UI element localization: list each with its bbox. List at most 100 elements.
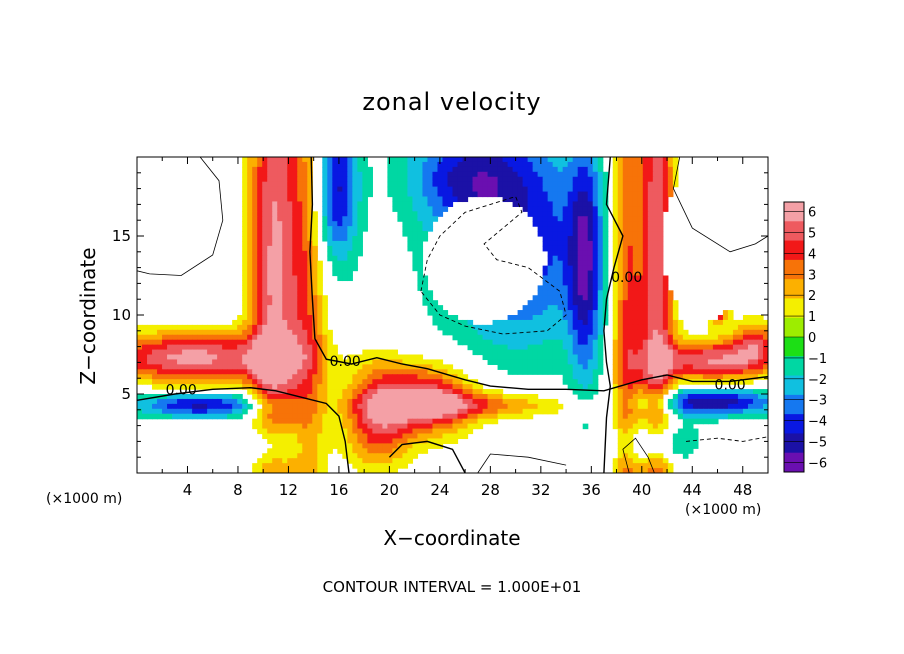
field-cell <box>642 468 649 473</box>
field-cell <box>527 364 534 370</box>
field-cell <box>217 354 223 361</box>
field-cell <box>537 171 544 178</box>
field-cell <box>462 418 469 425</box>
field-cell <box>602 280 609 286</box>
field-cell <box>262 374 268 380</box>
field-cell <box>402 191 409 198</box>
field-cell <box>482 329 489 336</box>
field-cell <box>342 270 348 277</box>
field-cell <box>472 339 479 346</box>
field-cell <box>447 403 454 410</box>
field-cell <box>717 359 724 365</box>
field-cell <box>357 389 363 395</box>
field-cell <box>737 374 744 380</box>
field-cell <box>687 359 694 365</box>
field-cell <box>497 329 504 336</box>
field-cell <box>212 369 218 375</box>
field-cell <box>287 240 293 247</box>
field-cell <box>592 359 599 365</box>
field-cell <box>162 324 168 331</box>
field-cell <box>662 171 669 178</box>
field-cell <box>657 186 664 193</box>
field-cell <box>282 364 288 370</box>
field-cell <box>337 354 343 361</box>
field-cell <box>452 389 459 395</box>
field-cell <box>732 354 739 361</box>
field-cell <box>657 374 664 380</box>
field-cell <box>452 433 459 440</box>
field-cell <box>272 438 278 444</box>
field-cell <box>302 428 308 435</box>
field-cell <box>192 394 198 400</box>
field-cell <box>517 403 524 410</box>
field-cell <box>707 334 714 341</box>
field-cell <box>497 389 504 395</box>
field-cell <box>392 418 399 425</box>
field-cell <box>362 463 368 469</box>
field-cell <box>437 305 444 311</box>
field-cell <box>707 364 714 370</box>
field-cell <box>692 334 699 341</box>
field-cell <box>752 389 759 395</box>
field-cell <box>677 408 684 415</box>
field-cell <box>637 157 644 163</box>
field-cell <box>652 231 659 237</box>
field-cell <box>427 433 434 440</box>
field-cell <box>152 344 158 351</box>
field-cell <box>327 171 333 178</box>
field-cell <box>507 408 514 415</box>
field-cell <box>342 245 348 252</box>
field-cell <box>547 250 554 257</box>
field-cell <box>282 206 288 212</box>
field-cell <box>347 161 353 168</box>
field-cell <box>657 359 664 365</box>
field-cell <box>472 157 479 163</box>
field-cell <box>292 468 298 473</box>
field-cell <box>727 398 734 405</box>
field-cell <box>247 374 253 380</box>
field-cell <box>532 398 539 405</box>
field-cell <box>352 265 358 272</box>
field-cell <box>422 413 429 420</box>
field-cell <box>262 280 268 286</box>
field-cell <box>552 221 559 227</box>
field-cell <box>512 186 519 193</box>
field-cell <box>292 231 298 237</box>
field-cell <box>527 413 534 420</box>
field-cell <box>417 201 424 207</box>
field-cell <box>357 468 363 473</box>
field-cell <box>527 191 534 198</box>
field-cell <box>682 329 689 336</box>
field-cell <box>637 206 644 212</box>
field-cell <box>707 418 714 425</box>
field-cell <box>407 398 414 405</box>
field-cell <box>292 408 298 415</box>
field-cell <box>237 324 243 331</box>
field-cell <box>722 310 729 316</box>
field-cell <box>662 364 669 370</box>
field-cell <box>432 418 439 425</box>
field-cell <box>372 379 378 385</box>
field-cell <box>647 403 654 410</box>
field-cell <box>302 468 308 473</box>
field-cell <box>582 221 589 227</box>
field-cell <box>267 216 273 222</box>
colorbar-swatch <box>784 279 804 299</box>
field-cell <box>282 186 288 193</box>
field-cell <box>297 196 303 203</box>
field-cell <box>407 359 414 365</box>
field-cell <box>637 384 644 390</box>
field-cell <box>537 349 544 356</box>
field-cell <box>692 364 699 370</box>
field-cell <box>432 300 439 306</box>
field-cell <box>367 423 373 430</box>
field-cell <box>417 221 424 227</box>
field-cell <box>542 369 549 375</box>
field-cell <box>642 300 649 306</box>
field-cell <box>617 290 624 296</box>
field-cell <box>527 354 534 361</box>
field-cell <box>427 157 434 163</box>
field-cell <box>262 206 268 212</box>
field-cell <box>522 324 529 331</box>
field-cell <box>722 315 729 321</box>
